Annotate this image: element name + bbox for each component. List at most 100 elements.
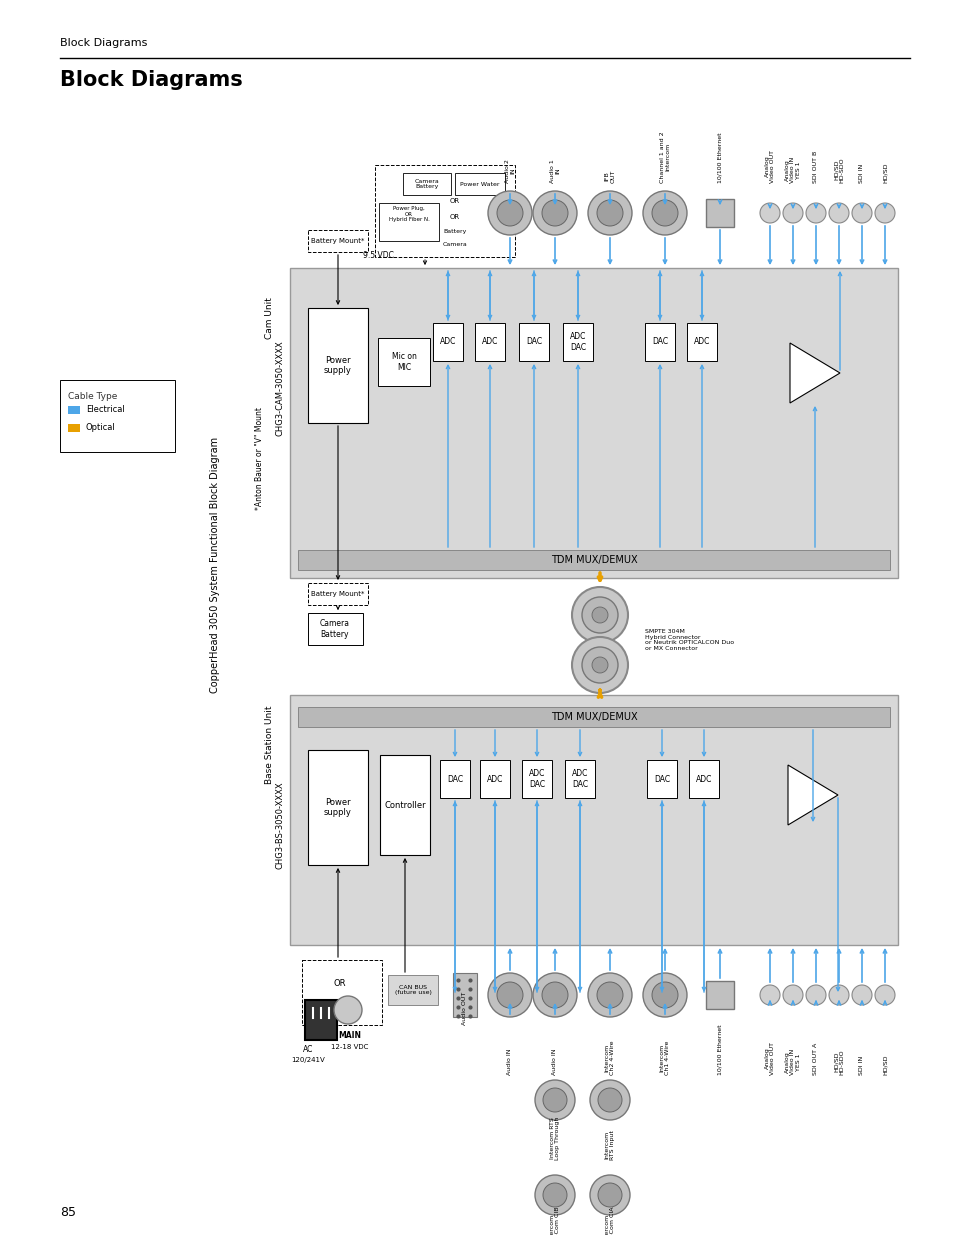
Text: Channel 1 and 2
Intercom: Channel 1 and 2 Intercom xyxy=(659,131,670,183)
Circle shape xyxy=(572,587,627,643)
Circle shape xyxy=(651,200,678,226)
FancyBboxPatch shape xyxy=(439,760,470,798)
Text: CopperHead 3050 System Functional Block Diagram: CopperHead 3050 System Functional Block … xyxy=(210,437,220,693)
Text: 9.5 VDC: 9.5 VDC xyxy=(362,252,393,261)
Circle shape xyxy=(535,1174,575,1215)
Circle shape xyxy=(851,986,871,1005)
Circle shape xyxy=(828,986,848,1005)
Circle shape xyxy=(782,203,802,224)
FancyBboxPatch shape xyxy=(68,424,80,432)
Circle shape xyxy=(488,191,532,235)
FancyBboxPatch shape xyxy=(453,973,476,1016)
Text: Battery Mount*: Battery Mount* xyxy=(311,238,364,245)
Text: Analog
Video IN
YES 1: Analog Video IN YES 1 xyxy=(784,157,801,183)
Text: Battery: Battery xyxy=(443,228,466,233)
Text: 120/241V: 120/241V xyxy=(291,1057,325,1063)
Text: Power Plug,
OR
Hybrid Fiber N.: Power Plug, OR Hybrid Fiber N. xyxy=(388,206,429,222)
Circle shape xyxy=(542,1088,566,1112)
FancyBboxPatch shape xyxy=(646,760,677,798)
Circle shape xyxy=(782,986,802,1005)
FancyBboxPatch shape xyxy=(433,324,462,361)
Text: Camera
Battery: Camera Battery xyxy=(415,179,439,189)
FancyBboxPatch shape xyxy=(308,750,368,864)
Circle shape xyxy=(760,986,780,1005)
Text: Power Water: Power Water xyxy=(459,182,499,186)
Text: Camera: Camera xyxy=(442,242,467,247)
Text: Analog
Video OUT: Analog Video OUT xyxy=(763,149,775,183)
Text: Audio OUT: Audio OUT xyxy=(462,992,467,1025)
Text: Power
supply: Power supply xyxy=(324,356,352,375)
Text: OR: OR xyxy=(450,198,459,204)
Text: Intercom
Cam-Com CIA: Intercom Cam-Com CIA xyxy=(604,1207,615,1235)
FancyBboxPatch shape xyxy=(297,706,889,727)
Text: CHG3-BS-3050-XXXX: CHG3-BS-3050-XXXX xyxy=(275,782,284,868)
FancyBboxPatch shape xyxy=(308,230,368,252)
Circle shape xyxy=(542,1183,566,1207)
Text: MAIN: MAIN xyxy=(338,1030,361,1040)
Text: TDM MUX/DEMUX: TDM MUX/DEMUX xyxy=(550,555,637,564)
Text: Block Diagrams: Block Diagrams xyxy=(60,70,242,90)
Polygon shape xyxy=(787,764,837,825)
FancyBboxPatch shape xyxy=(475,324,504,361)
Circle shape xyxy=(598,1088,621,1112)
Circle shape xyxy=(535,1079,575,1120)
Text: SDI OUT B: SDI OUT B xyxy=(813,151,818,183)
Text: DAC: DAC xyxy=(653,774,669,783)
Circle shape xyxy=(533,973,577,1016)
Text: Intercom
Ch1 4-Wire: Intercom Ch1 4-Wire xyxy=(659,1041,670,1074)
Circle shape xyxy=(598,1183,621,1207)
Text: Cam Unit: Cam Unit xyxy=(265,298,274,338)
Circle shape xyxy=(592,606,607,622)
Text: TDM MUX/DEMUX: TDM MUX/DEMUX xyxy=(550,713,637,722)
Circle shape xyxy=(541,200,567,226)
Circle shape xyxy=(533,191,577,235)
Text: Base Station Unit: Base Station Unit xyxy=(265,705,274,784)
Text: HD/SD
HD-SDO: HD/SD HD-SDO xyxy=(833,1050,843,1074)
FancyBboxPatch shape xyxy=(644,324,675,361)
Circle shape xyxy=(541,982,567,1008)
Text: Audio IN: Audio IN xyxy=(507,1049,512,1074)
FancyBboxPatch shape xyxy=(290,268,897,578)
FancyBboxPatch shape xyxy=(686,324,717,361)
FancyBboxPatch shape xyxy=(290,695,897,945)
Circle shape xyxy=(589,1174,629,1215)
Circle shape xyxy=(572,637,627,693)
Text: 10/100 Ethernet: 10/100 Ethernet xyxy=(717,1024,721,1074)
Text: Electrical: Electrical xyxy=(86,405,125,415)
FancyBboxPatch shape xyxy=(60,380,174,452)
FancyBboxPatch shape xyxy=(68,406,80,414)
FancyBboxPatch shape xyxy=(378,203,438,241)
FancyBboxPatch shape xyxy=(377,338,430,387)
FancyBboxPatch shape xyxy=(308,308,368,424)
Text: *Anton Bauer or "V" Mount: *Anton Bauer or "V" Mount xyxy=(255,406,264,510)
Text: Mic on
MIC: Mic on MIC xyxy=(391,352,416,372)
Text: ADC
DAC: ADC DAC xyxy=(571,769,588,789)
Text: Camera
Battery: Camera Battery xyxy=(319,619,350,638)
Text: Audio IN: Audio IN xyxy=(552,1049,557,1074)
Circle shape xyxy=(497,200,522,226)
Text: DAC: DAC xyxy=(525,337,541,347)
FancyBboxPatch shape xyxy=(521,760,552,798)
Circle shape xyxy=(651,982,678,1008)
Circle shape xyxy=(828,203,848,224)
Circle shape xyxy=(587,973,631,1016)
Text: CHG3-CAM-3050-XXXX: CHG3-CAM-3050-XXXX xyxy=(275,340,284,436)
FancyBboxPatch shape xyxy=(379,755,430,855)
Text: ADC: ADC xyxy=(693,337,709,347)
Text: Optical: Optical xyxy=(86,424,115,432)
Text: ADC: ADC xyxy=(486,774,502,783)
Text: 85: 85 xyxy=(60,1207,76,1219)
Text: ADC: ADC xyxy=(695,774,712,783)
Circle shape xyxy=(488,973,532,1016)
Polygon shape xyxy=(789,343,840,403)
Circle shape xyxy=(581,597,618,634)
FancyBboxPatch shape xyxy=(518,324,548,361)
Circle shape xyxy=(597,982,622,1008)
Text: SDI IN: SDI IN xyxy=(859,164,863,183)
Circle shape xyxy=(874,986,894,1005)
FancyBboxPatch shape xyxy=(375,165,515,257)
FancyBboxPatch shape xyxy=(705,199,733,227)
Circle shape xyxy=(760,203,780,224)
Text: SMPTE 304M
Hybrid Connector
or Neutrik OPTICALCON Duo
or MX Connector: SMPTE 304M Hybrid Connector or Neutrik O… xyxy=(644,629,734,651)
FancyBboxPatch shape xyxy=(688,760,719,798)
